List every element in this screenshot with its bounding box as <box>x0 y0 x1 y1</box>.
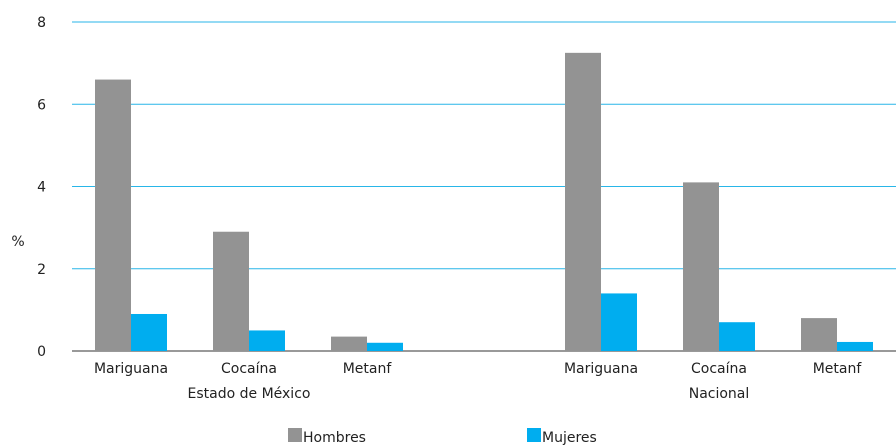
bar-hombres <box>801 318 837 351</box>
legend-label-mujeres: Mujeres <box>542 430 597 446</box>
y-tick-label: 2 <box>37 262 46 278</box>
y-axis-label: % <box>11 234 24 250</box>
y-tick-label: 8 <box>37 15 46 31</box>
legend: Hombres Mujeres <box>288 428 597 446</box>
bar-mujeres <box>131 313 167 351</box>
bar-mujeres <box>601 293 637 351</box>
legend-label-hombres: Hombres <box>303 430 366 446</box>
x-tick-label: Cocaína <box>221 361 277 377</box>
bar-hombres <box>331 336 367 351</box>
x-tick-label: Mariguana <box>564 361 638 377</box>
x-tick-label: Metanf <box>813 361 863 377</box>
x-tick-label: Cocaína <box>691 361 747 377</box>
group-label: Estado de México <box>188 386 311 402</box>
bar-hombres <box>213 231 249 351</box>
bar-hombres <box>95 79 131 351</box>
x-tick-label: Mariguana <box>94 361 168 377</box>
bar-mujeres <box>719 322 755 351</box>
bars <box>95 52 873 351</box>
group-label: Nacional <box>689 386 750 402</box>
bar-hombres <box>683 182 719 351</box>
bar-mujeres <box>367 342 403 351</box>
legend-swatch-mujeres <box>527 428 541 442</box>
grid <box>72 21 896 352</box>
labels: 0 2 4 6 8 Mariguana Cocaína Metanf Estado de Méx… <box>37 15 862 402</box>
legend-swatch-hombres <box>288 428 302 442</box>
y-tick-label: 6 <box>37 97 46 113</box>
bar-mujeres <box>837 341 873 351</box>
bar-mujeres <box>249 330 285 351</box>
x-tick-label: Metanf <box>343 361 393 377</box>
y-tick-label: 0 <box>37 344 46 360</box>
y-tick-label: 4 <box>37 180 46 196</box>
bar-hombres <box>565 52 601 351</box>
